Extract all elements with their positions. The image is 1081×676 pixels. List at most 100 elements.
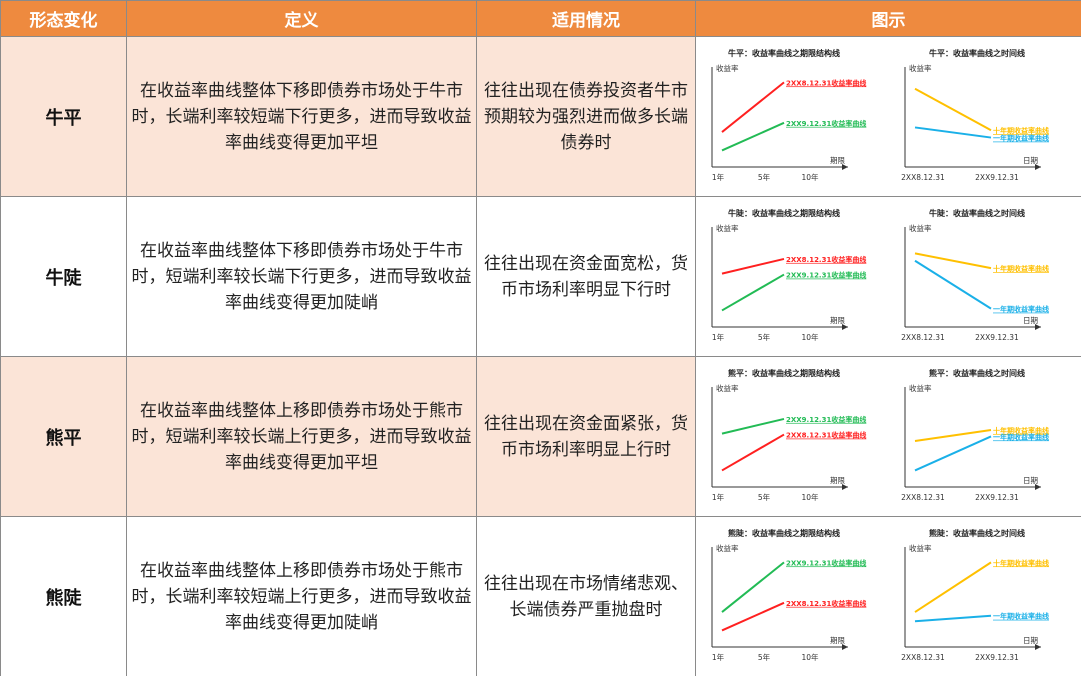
- series-label: 2XX9.12.31收益率曲线: [786, 414, 866, 423]
- series-label: 一年期收益率曲线: [993, 432, 1049, 441]
- row-figures: 牛陡：收益率曲线之期限结构线 收益率 期限 1年 5年 10年 2XX8.12.31收益率曲…: [695, 196, 1081, 357]
- series-label: 十年期收益率曲线: [993, 558, 1049, 567]
- chart-title: 熊平：收益率曲线之期限结构线: [728, 368, 840, 378]
- row-situation: 往往出现在资金面宽松，货币市场利率明显下行时: [476, 196, 696, 357]
- series-label: 2XX9.12.31收益率曲线: [786, 118, 866, 127]
- series-label: 2XX9.12.31收益率曲线: [786, 558, 866, 567]
- x-tick-label: 5年: [758, 652, 771, 662]
- series-label: 一年期收益率曲线: [993, 133, 1049, 142]
- row-bear-flattening: 熊平 在收益率曲线整体上移即债券市场处于熊市时，短端利率较长端上行更多，进而导致…: [0, 356, 1081, 517]
- x-axis-label: 日期: [1023, 156, 1038, 165]
- series-line-blue: [914, 434, 992, 471]
- series-line-yellow: [914, 251, 992, 269]
- x-axis-label: 期限: [830, 476, 845, 485]
- x-tick-label: 2XX9.12.31: [975, 653, 1019, 662]
- y-axis-label: 收益率: [909, 63, 932, 73]
- header-situation: 适用情况: [476, 0, 696, 37]
- x-tick-label: 10年: [801, 492, 819, 502]
- chart-title: 熊陡：收益率曲线之时间线: [929, 528, 1025, 538]
- x-axis-label: 期限: [830, 316, 845, 325]
- y-axis-label: 收益率: [909, 223, 932, 233]
- header-illustration: 图示: [695, 0, 1081, 37]
- series-label: 2XX8.12.31收益率曲线: [786, 430, 866, 439]
- x-tick-label: 2XX8.12.31: [901, 653, 945, 662]
- series-label: 一年期收益率曲线: [993, 611, 1049, 620]
- row-name: 牛平: [0, 36, 127, 197]
- row-figures: 牛平：收益率曲线之期限结构线 收益率 期限 1年 5年 10年 2XX8.12.31收益率曲…: [695, 36, 1081, 197]
- row-name: 熊陡: [0, 516, 127, 676]
- y-axis-label: 收益率: [909, 543, 932, 553]
- header-definition: 定义: [126, 0, 477, 37]
- row-figures: 熊陡：收益率曲线之期限结构线收益率期限 1年 5年 10年 2XX9.12.31收益率曲…: [695, 516, 1081, 676]
- row-bull-flattening: 牛平 在收益率曲线整体下移即债券市场处于牛市时，长端利率较短端下行更多，进而导致…: [0, 36, 1081, 197]
- y-axis-label: 收益率: [716, 543, 739, 553]
- series-line-yellow: [914, 87, 992, 131]
- x-axis-arrow: [1035, 483, 1041, 490]
- x-tick-label: 5年: [758, 492, 771, 502]
- x-tick-label: 10年: [801, 652, 819, 662]
- row-name: 熊平: [0, 356, 127, 517]
- row-situation: 往往出现在资金面紧张，货币市场利率明显上行时: [476, 356, 696, 517]
- series-label: 十年期收益率曲线: [993, 264, 1049, 273]
- x-tick-label: 10年: [801, 332, 819, 342]
- x-tick-label: 1年: [712, 172, 725, 182]
- series-line-red: [721, 257, 785, 275]
- series-line-yellow: [914, 561, 992, 613]
- row-definition: 在收益率曲线整体下移即债券市场处于牛市时，长端利率较短端下行更多，进而导致收益率…: [126, 36, 477, 197]
- series-label: 2XX8.12.31收益率曲线: [786, 254, 866, 263]
- series-label: 2XX9.12.31收益率曲线: [786, 270, 866, 279]
- series-line-green: [721, 417, 785, 435]
- row-situation: 往往出现在市场情绪悲观、长端债券严重抛盘时: [476, 516, 696, 676]
- x-axis-arrow: [1035, 643, 1041, 650]
- x-tick-label: 1年: [712, 492, 725, 502]
- x-tick-label: 2XX9.12.31: [975, 493, 1019, 502]
- chart-title: 熊平：收益率曲线之时间线: [929, 368, 1025, 378]
- x-tick-label: 2XX9.12.31: [975, 333, 1019, 342]
- x-tick-label: 10年: [801, 172, 819, 182]
- y-axis-label: 收益率: [716, 223, 739, 233]
- y-axis-label: 收益率: [716, 63, 739, 73]
- series-line-green: [721, 273, 785, 311]
- chart-title: 牛平：收益率曲线之期限结构线: [728, 48, 840, 58]
- chart-title: 牛陡：收益率曲线之时间线: [929, 208, 1025, 218]
- x-axis-label: 日期: [1023, 316, 1038, 325]
- x-tick-label: 5年: [758, 332, 771, 342]
- series-label: 十年期收益率曲线: [993, 126, 1049, 135]
- y-axis-label: 收益率: [716, 383, 739, 393]
- x-axis-label: 期限: [830, 636, 845, 645]
- chart-title: 熊陡：收益率曲线之期限结构线: [728, 528, 840, 538]
- x-tick-label: 2XX8.12.31: [901, 493, 945, 502]
- row-name: 牛陡: [0, 196, 127, 357]
- y-axis-label: 收益率: [909, 383, 932, 393]
- series-line-blue: [914, 614, 992, 622]
- x-axis-label: 期限: [830, 156, 845, 165]
- row-bear-steepening: 熊陡 在收益率曲线整体上移即债券市场处于熊市时，长端利率较短端上行更多，进而导致…: [0, 516, 1081, 676]
- series-label: 一年期收益率曲线: [993, 304, 1049, 313]
- x-axis-arrow: [1035, 323, 1041, 330]
- series-line-green: [721, 121, 785, 151]
- x-axis-arrow: [842, 163, 848, 170]
- series-line-red: [721, 433, 785, 471]
- series-label: 2XX8.12.31收益率曲线: [786, 598, 866, 607]
- series-line-blue: [914, 125, 992, 139]
- x-axis-arrow: [842, 323, 848, 330]
- header-shape-change: 形态变化: [0, 0, 127, 37]
- row-situation: 往往出现在债券投资者牛市预期较为强烈进而做多长端债券时: [476, 36, 696, 197]
- x-axis-label: 日期: [1023, 636, 1038, 645]
- row-definition: 在收益率曲线整体下移即债券市场处于牛市时，短端利率较长端下行更多，进而导致收益率…: [126, 196, 477, 357]
- x-axis-arrow: [842, 643, 848, 650]
- x-tick-label: 1年: [712, 332, 725, 342]
- series-line-red: [721, 81, 785, 133]
- x-tick-label: 1年: [712, 652, 725, 662]
- series-line-green: [721, 561, 785, 613]
- x-axis-arrow: [1035, 163, 1041, 170]
- row-definition: 在收益率曲线整体上移即债券市场处于熊市时，长端利率较短端上行更多，进而导致收益率…: [126, 516, 477, 676]
- header-row: 形态变化 定义 适用情况 图示: [0, 0, 1081, 37]
- row-figures: 熊平：收益率曲线之期限结构线收益率期限 1年 5年 10年 2XX9.12.31收益率曲…: [695, 356, 1081, 517]
